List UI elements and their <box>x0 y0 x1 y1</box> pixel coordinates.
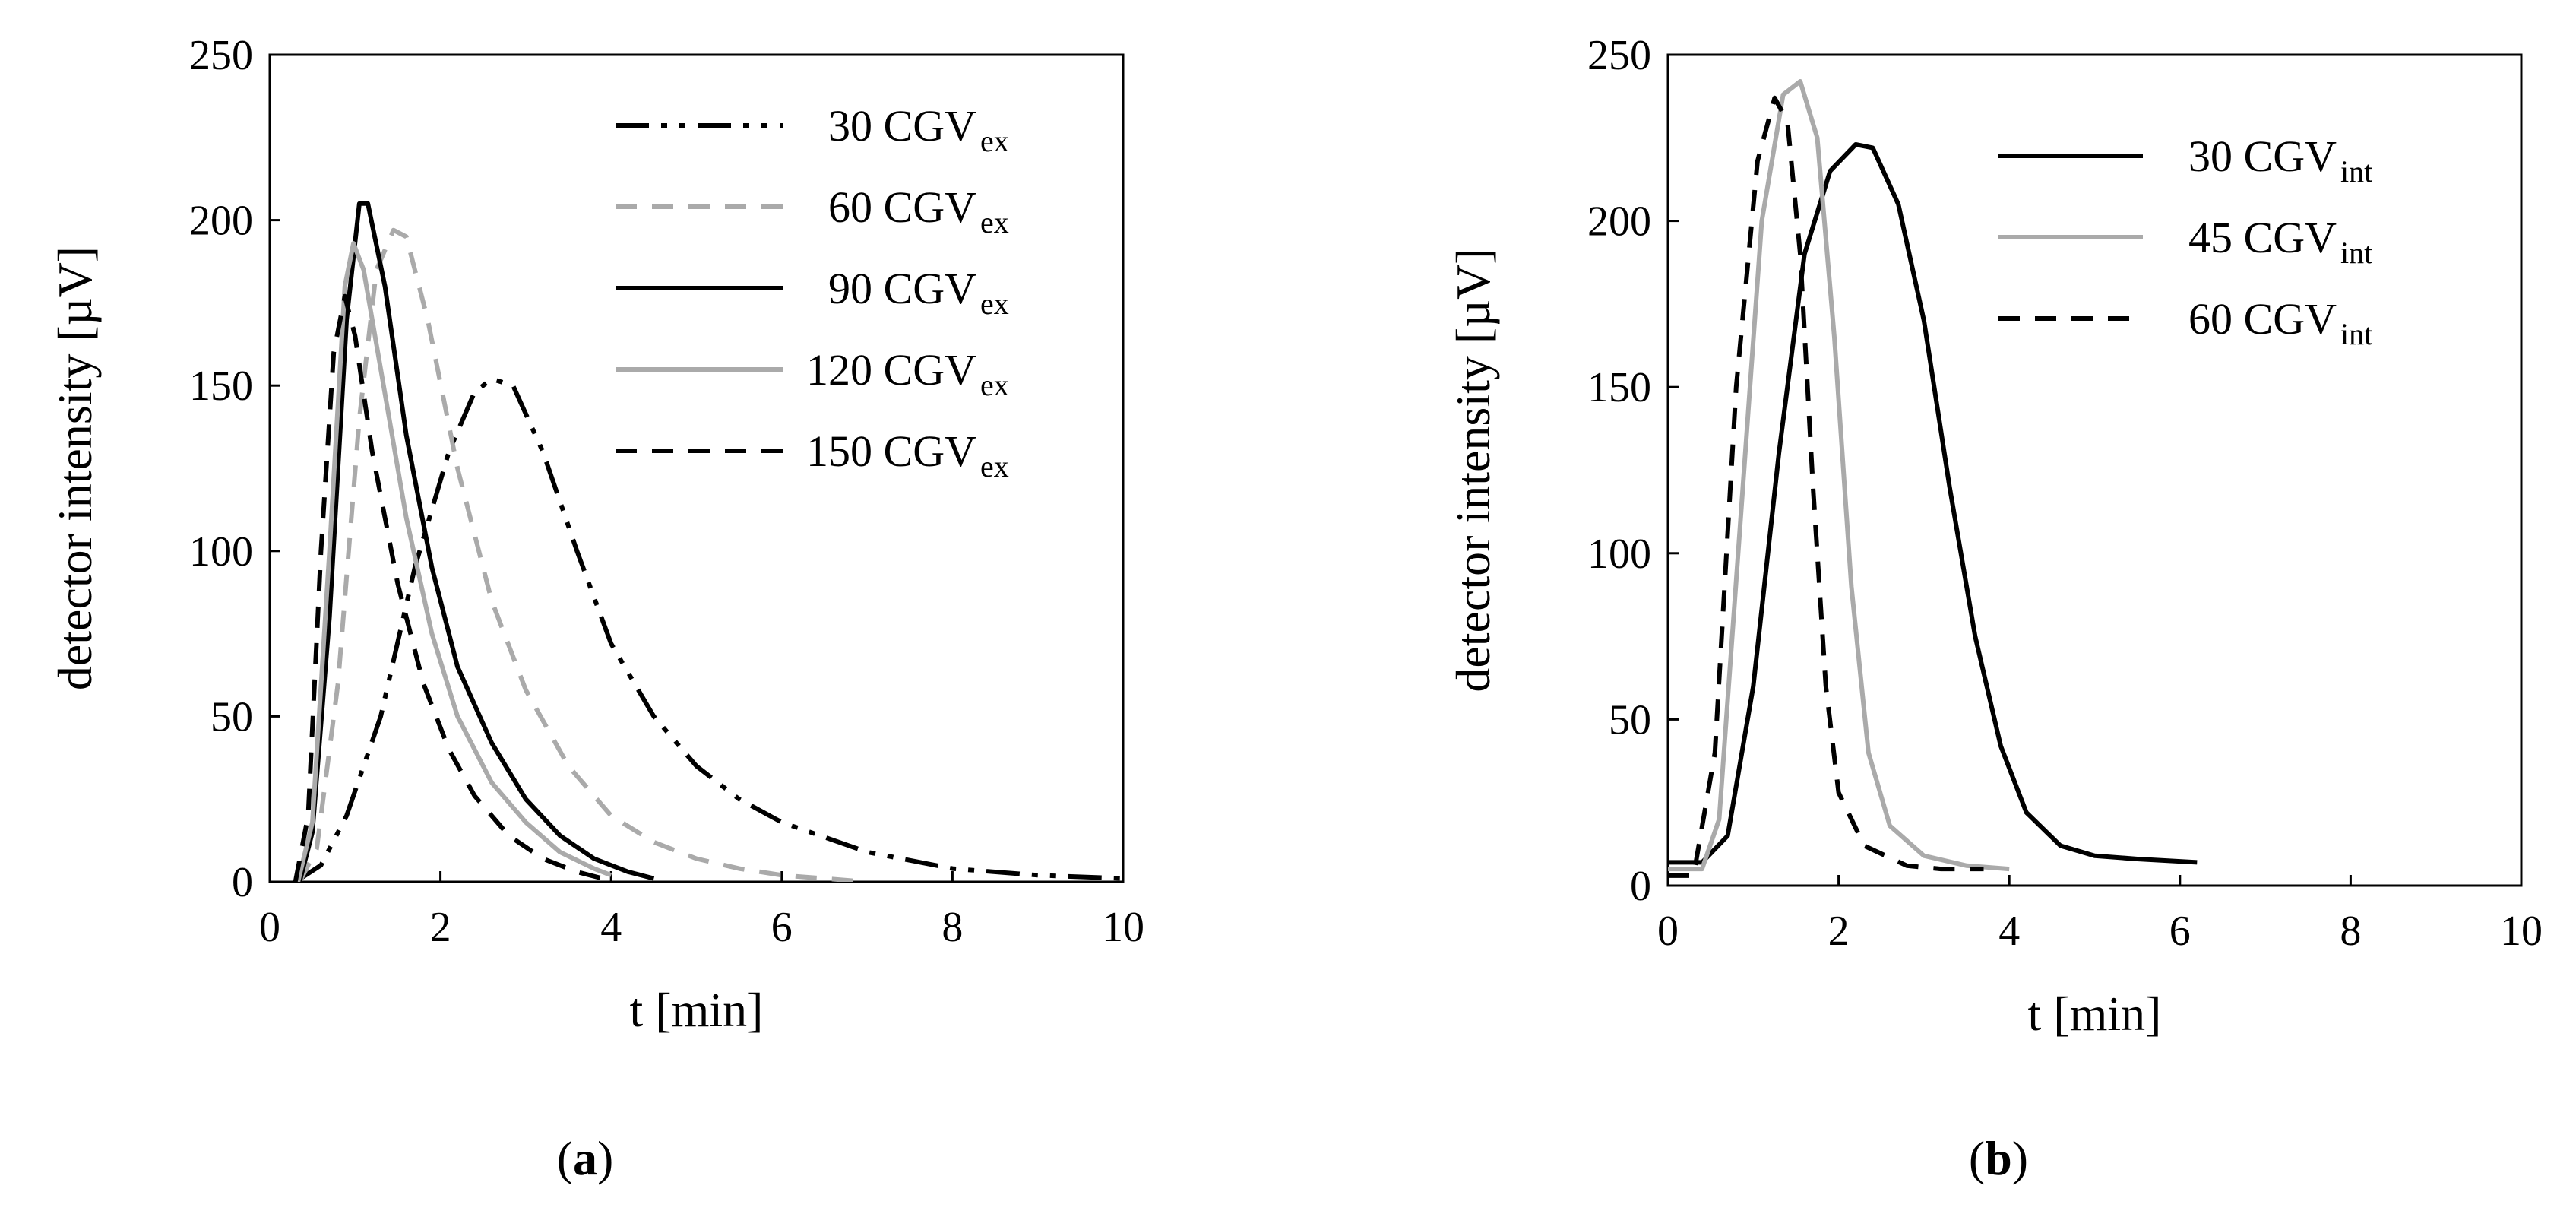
legend-label-subscript: int <box>2340 154 2372 189</box>
legend-label-subscript: ex <box>980 124 1009 158</box>
legend-label: 120 CGV <box>806 345 976 395</box>
legend-label: 90 CGV <box>828 264 976 313</box>
y-axis-label: detector intensity [µV] <box>48 246 102 690</box>
y-tick-label: 150 <box>1587 364 1651 411</box>
y-tick-label: 0 <box>1630 863 1651 910</box>
legend-label-subscript: int <box>2340 236 2372 270</box>
series-line-4 <box>296 241 612 882</box>
x-tick-label: 6 <box>771 904 793 951</box>
panel-caption: (a) <box>557 1131 614 1185</box>
legend-label: 30 CGV <box>2188 132 2337 181</box>
series-line-2 <box>297 227 868 882</box>
x-tick-label: 10 <box>2500 908 2543 955</box>
y-tick-label: 100 <box>189 528 253 575</box>
legend-label: 60 CGV <box>2188 294 2337 344</box>
y-tick-label: 0 <box>232 859 253 906</box>
x-tick-label: 0 <box>259 904 280 951</box>
plot-frame <box>268 53 1125 883</box>
x-tick-label: 8 <box>2340 908 2361 955</box>
y-tick-label: 250 <box>1587 32 1651 79</box>
x-axis-label: t [min] <box>630 983 764 1037</box>
y-tick-label: 200 <box>189 198 253 245</box>
x-tick-label: 2 <box>1828 908 1850 955</box>
x-tick-label: 0 <box>1657 908 1679 955</box>
series-line-1 <box>1668 142 2198 865</box>
series-line-3 <box>297 201 655 882</box>
series-line-2 <box>1668 79 2010 872</box>
legend-label-subscript: ex <box>980 205 1009 239</box>
legend-label: 60 CGV <box>828 182 976 232</box>
y-tick-label: 50 <box>1609 696 1651 743</box>
panel-a-chart: 0 50 100 150 200 250 0 2 4 6 8 10 t [min] detector in… <box>48 32 1144 1185</box>
series-line-3 <box>1668 95 1984 878</box>
y-tick-label: 250 <box>189 32 253 79</box>
legend-label: 30 CGV <box>828 101 976 151</box>
plot-frame <box>1666 53 2523 887</box>
x-tick-label: 8 <box>941 904 963 951</box>
legend-label-subscript: int <box>2340 317 2372 351</box>
y-tick-label: 50 <box>210 693 253 740</box>
x-tick-label: 10 <box>1102 904 1144 951</box>
y-axis-label: detector intensity [µV] <box>1446 248 1500 692</box>
legend-label-subscript: ex <box>980 368 1009 402</box>
x-tick-label: 6 <box>2169 908 2191 955</box>
panel-caption: (b) <box>1969 1131 2028 1185</box>
x-tick-label: 2 <box>430 904 451 951</box>
x-axis-label: t [min] <box>2028 987 2162 1041</box>
x-tick-label: 4 <box>1998 908 2020 955</box>
panel-b-chart: 0 50 100 150 200 250 0 2 4 6 8 10 t [min] detector in… <box>1446 32 2543 1185</box>
series-line-1 <box>294 376 1123 882</box>
x-tick-label: 4 <box>600 904 622 951</box>
series-line-5 <box>293 293 603 882</box>
legend-label-subscript: ex <box>980 449 1009 483</box>
y-tick-label: 100 <box>1587 531 1651 578</box>
legend-label: 45 CGV <box>2188 213 2337 262</box>
legend-label-subscript: ex <box>980 287 1009 321</box>
y-tick-label: 200 <box>1587 198 1651 246</box>
legend-label: 150 CGV <box>806 426 976 476</box>
y-tick-label: 150 <box>189 363 253 410</box>
